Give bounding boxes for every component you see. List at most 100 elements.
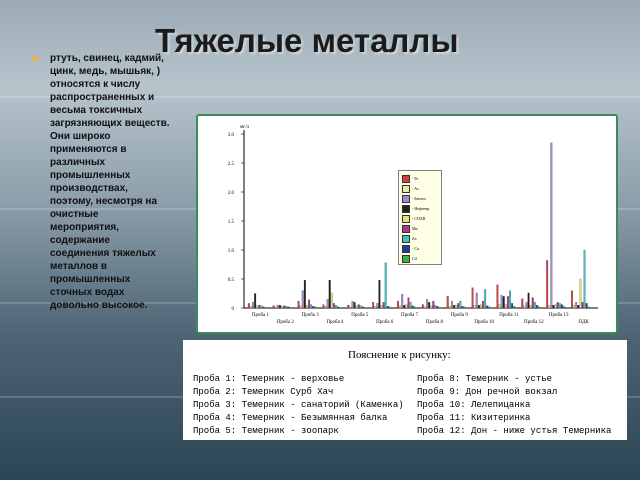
legend-item: - СПАВ — [402, 214, 425, 223]
bar-Zn — [260, 305, 263, 309]
bar-Cd — [264, 307, 267, 309]
bar-Mn — [283, 305, 286, 309]
bar-Zn — [310, 304, 313, 309]
bar-Cu — [461, 306, 464, 309]
bar-Бензол — [575, 302, 578, 309]
bar-As — [573, 305, 576, 309]
explanation-title: Пояснение к рисунку: — [348, 349, 451, 361]
bar-Бензол — [426, 299, 428, 309]
slide-title: Тяжелые металлы — [155, 22, 459, 59]
legend-swatch — [402, 244, 410, 253]
legend-label: Mn — [412, 226, 418, 231]
bar-Mn — [407, 297, 410, 309]
bar-Бензол — [276, 305, 279, 309]
bar-Нефтепр. — [502, 296, 505, 309]
bullet-marker-icon — [33, 56, 38, 61]
legend-label: - Бензол — [412, 196, 427, 201]
bar-Бензол — [450, 300, 453, 309]
bar-Fe — [471, 287, 474, 309]
bar-Cd — [364, 307, 366, 309]
legend-swatch — [402, 194, 410, 203]
bar-Бензол — [525, 302, 528, 309]
y-tick-label: 2.0 — [228, 191, 235, 196]
legend-swatch — [402, 234, 410, 243]
bar-Cd — [538, 306, 540, 309]
bar-Zn — [384, 262, 387, 309]
bar-Mn — [506, 296, 509, 309]
x-tick-label: Проба 1 — [252, 313, 270, 318]
bar-Бензол — [401, 293, 404, 309]
bar-СПАВ — [380, 305, 383, 309]
legend-label: - Fe — [412, 176, 419, 181]
y-tick-label: 1.0 — [228, 249, 235, 254]
legend-label: - СПАВ — [412, 216, 426, 221]
bar-Fe — [372, 302, 375, 309]
bar-Fe — [272, 305, 275, 309]
legend-item: - Cu — [402, 244, 419, 253]
bar-Mn — [258, 305, 261, 309]
bar-Бензол — [326, 299, 329, 309]
bar-Fe — [247, 303, 250, 309]
bar-Бензол — [500, 295, 503, 309]
bar-As — [498, 304, 501, 309]
bar-Нефтепр. — [254, 293, 257, 309]
bar-Бензол — [376, 303, 379, 309]
legend-item: - Fe — [402, 174, 418, 183]
bar-Cu — [337, 306, 340, 309]
bar-As — [249, 306, 252, 309]
bar-Zn — [558, 303, 561, 309]
bar-Mn — [457, 303, 460, 309]
bullet-text: ртуть, свинец, кадмий, цинк, медь, мышья… — [50, 53, 170, 311]
legend-item: - Нефтепр. — [402, 204, 430, 213]
legend-item: - As — [402, 184, 419, 193]
bar-As — [423, 306, 426, 309]
bar-Zn — [434, 305, 437, 309]
bar-As — [324, 306, 327, 309]
legend-label: - Нефтепр. — [412, 206, 431, 211]
bar-As — [374, 306, 377, 309]
bar-As — [299, 305, 302, 309]
bar-Zn — [409, 302, 412, 309]
bar-Fe — [397, 300, 399, 309]
bar-СПАВ — [355, 305, 358, 309]
bar-Нефтепр. — [378, 280, 381, 309]
bar-СПАВ — [529, 305, 532, 309]
bar-Бензол — [351, 300, 354, 309]
legend-swatch — [402, 184, 410, 193]
bar-Cu — [560, 304, 563, 309]
x-tick-label: Проба 4 — [326, 320, 344, 325]
legend-label: Cd — [412, 256, 417, 261]
probe-11-label: Проба 11: Кизитеринка — [417, 413, 531, 423]
legend-item: - Бензол — [402, 194, 426, 203]
bar-Zn — [583, 249, 586, 309]
bar-СПАВ — [305, 305, 308, 309]
bar-Zn — [509, 290, 511, 309]
bar-СПАВ — [405, 304, 408, 309]
x-tick-label: ПДК — [578, 320, 589, 325]
legend-swatch — [402, 254, 410, 263]
probe-8-label: Проба 8: Темерник - устье — [417, 374, 553, 384]
bar-Cu — [411, 305, 414, 309]
x-tick-label: Проба 12 — [524, 320, 544, 325]
bar-Cd — [463, 306, 466, 309]
bar-Mn — [482, 300, 484, 309]
legend-label: - Cu — [412, 246, 419, 251]
y-tick-label: 1.5 — [228, 220, 235, 225]
legend-swatch — [402, 214, 410, 223]
bar-As — [448, 306, 451, 309]
bar-Fe — [571, 290, 573, 309]
x-tick-label: Проба 13 — [549, 313, 569, 318]
bar-Cd — [413, 306, 416, 309]
bar-Cu — [287, 306, 290, 309]
bar-Fe — [446, 296, 449, 309]
bar-Нефтепр. — [527, 292, 530, 309]
bar-СПАВ — [430, 305, 433, 309]
probe-5-label: Проба 5: Темерник - зоопарк — [193, 426, 339, 436]
bar-Бензол — [252, 302, 254, 309]
explanation-panel: Пояснение к рисунку: Проба 1: Темерник -… — [183, 340, 627, 440]
x-tick-label: Проба 6 — [376, 320, 394, 325]
bar-Zn — [285, 306, 288, 309]
x-tick-label: Проба 8 — [426, 320, 444, 325]
bar-Mn — [382, 302, 385, 309]
bar-Mn — [581, 302, 584, 309]
